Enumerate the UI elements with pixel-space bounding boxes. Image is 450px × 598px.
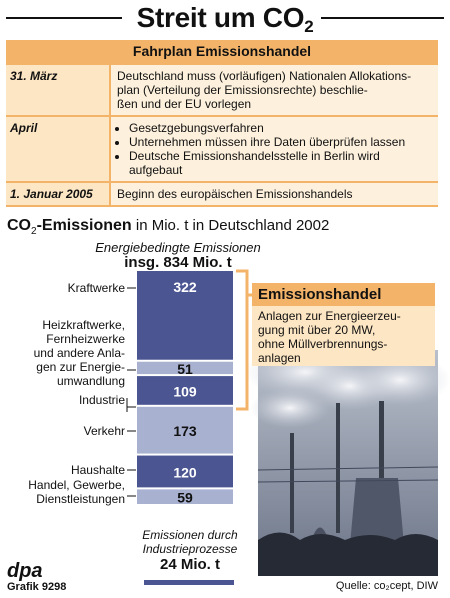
- value-label: 59: [177, 490, 193, 506]
- bar-segment: [137, 455, 233, 488]
- value-label: 51: [177, 361, 193, 377]
- emission-trading-text: Anlagen zur Energieerzeu- gung mit über …: [252, 306, 435, 368]
- schedule-table: Fahrplan Emissionshandel 31. März Deutsc…: [6, 40, 438, 207]
- value-labels: 322 51 109 173 120 59: [173, 279, 197, 506]
- value-label: 120: [173, 464, 197, 480]
- category-label: Industrie: [78, 393, 125, 407]
- schedule-date: April: [6, 117, 109, 181]
- process-emissions-value: 24 Mio. t: [159, 556, 220, 573]
- emission-trading-title: Emissionshandel: [252, 283, 435, 306]
- schedule-text: Deutschland muss (vorläufigen) Nationale…: [109, 65, 438, 115]
- title-rule-left: [6, 17, 122, 19]
- source-note: Quelle: co₂cept, DIW: [335, 580, 438, 592]
- bar-segment: [137, 376, 233, 405]
- value-label: 109: [173, 383, 197, 399]
- schedule-text: Gesetzgebungsverfahren Unternehmen müsse…: [109, 117, 438, 181]
- page-title: Streit um CO2: [0, 0, 450, 45]
- schedule-date: 31. März: [6, 65, 109, 115]
- value-label: 173: [173, 423, 197, 439]
- tick-marks: [126, 287, 136, 497]
- schedule-title: Fahrplan Emissionshandel: [6, 40, 438, 63]
- emission-trading-box: Emissionshandel Anlagen zur Energieerzeu…: [252, 283, 435, 366]
- schedule-date: 1. Januar 2005: [6, 183, 109, 205]
- schedule-bullet: Gesetzgebungsverfahren: [129, 121, 432, 135]
- schedule-bullet: Unternehmen müssen ihre Daten überprüfen…: [129, 135, 432, 149]
- emission-trading-text-line: anlagen: [258, 351, 301, 365]
- category-label: Heizkraftwerke, Fernheizwerke und andere A…: [33, 318, 125, 388]
- schedule-bullet: Deutsche Emissionshandelsstelle in Berli…: [129, 149, 432, 177]
- schedule-row-2: April Gesetzgebungsverfahren Unternehmen…: [6, 115, 438, 181]
- schedule-row-1: 31. März Deutschland muss (vorläufigen) …: [6, 63, 438, 115]
- schedule-row-3: 1. Januar 2005 Beginn des europäischen E…: [6, 181, 438, 207]
- schedule-text: Beginn des europäischen Emissionshandels: [109, 183, 438, 205]
- bar-segment: [137, 271, 233, 360]
- bar-segment: [137, 406, 233, 454]
- category-label: Verkehr: [83, 424, 125, 438]
- title-rule-right: [321, 17, 444, 19]
- power-plant-photo: [245, 346, 450, 576]
- category-label: Handel, Gewerbe, Dienstleistungen: [28, 478, 125, 506]
- bar-segment: [137, 361, 233, 375]
- industry-process-bar: [144, 580, 234, 585]
- category-label: Haushalte: [70, 463, 125, 477]
- chart-title: CO2-Emissionen in Mio. t in Deutschland …: [7, 217, 330, 237]
- dpa-logo: dpa: [7, 560, 43, 582]
- value-label: 322: [173, 279, 197, 295]
- bracket: [236, 269, 249, 411]
- bars: [137, 271, 233, 504]
- bar-segment: [137, 489, 233, 504]
- graphic-number: Grafik 9298: [7, 581, 67, 593]
- chart-subtitle: Energiebedingte Emissionen: [95, 240, 261, 255]
- process-emissions-label: Emissionen durch Industrieprozesse: [142, 528, 238, 556]
- category-label: Kraftwerke: [67, 281, 125, 295]
- chart-total: insg. 834 Mio. t: [124, 254, 232, 271]
